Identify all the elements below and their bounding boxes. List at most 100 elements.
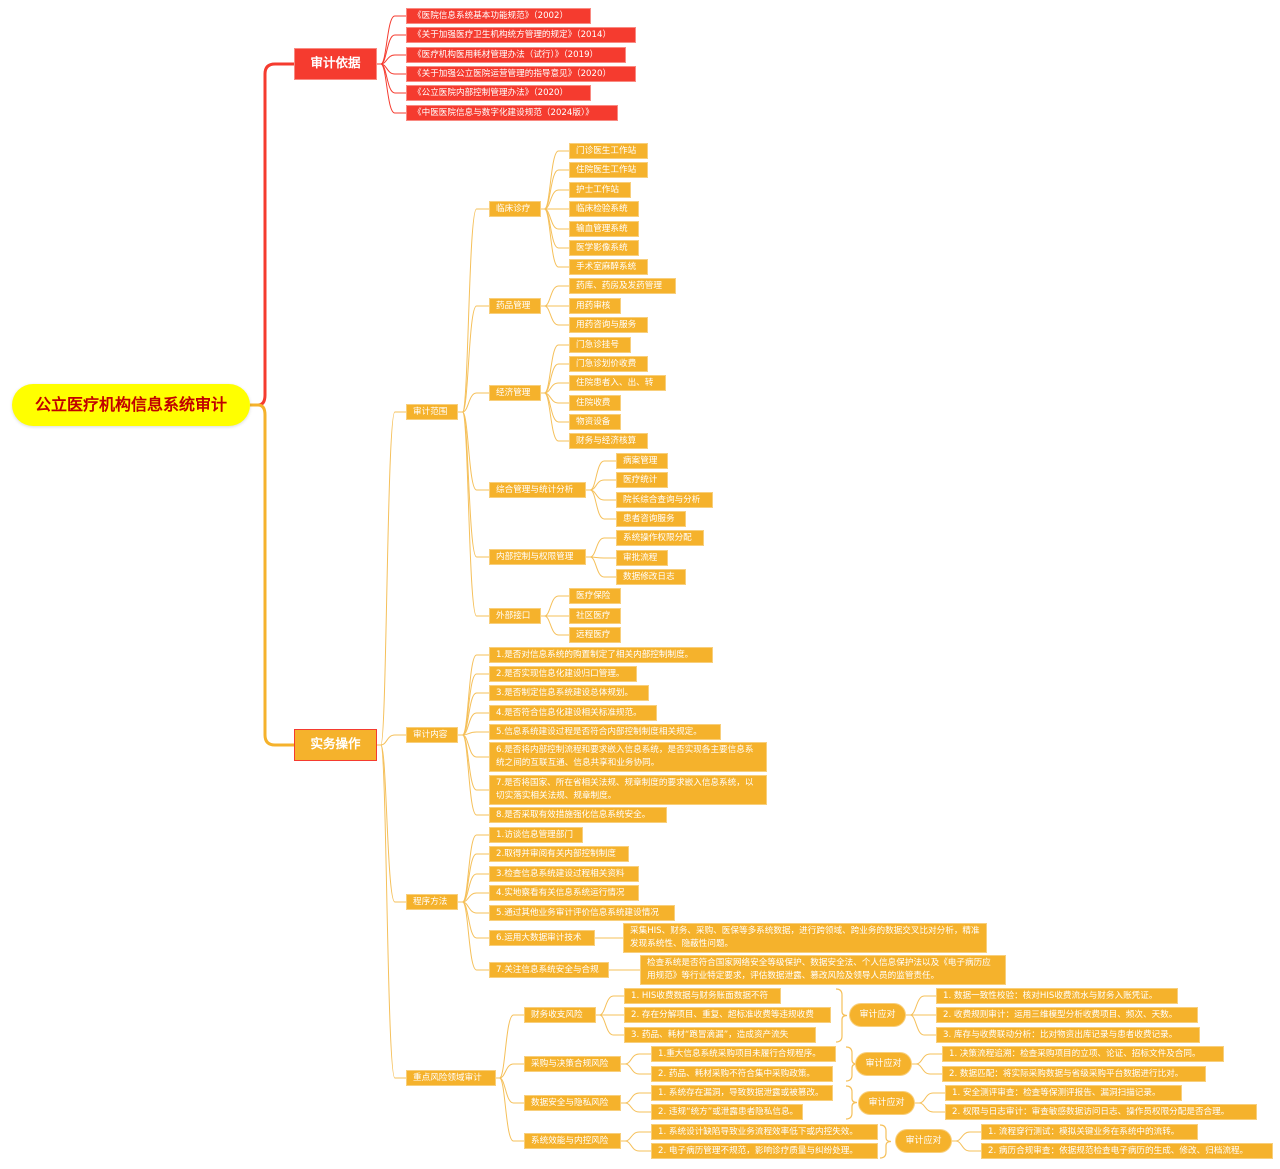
brace xyxy=(879,1124,892,1159)
scope-item[interactable]: 手术室麻醉系统 xyxy=(570,260,647,274)
response-item[interactable]: 2. 收费规则审计：运用三维模型分析收费项目、频次、天数。 xyxy=(937,1008,1197,1022)
audit-response-pill[interactable]: 审计应对 xyxy=(859,1092,914,1114)
basis-item[interactable]: 《中医医院信息与数字化建设规范（2024版）》 xyxy=(407,106,617,120)
scope-item[interactable]: 物资设备 xyxy=(570,415,620,429)
scope-item[interactable]: 门急诊挂号 xyxy=(570,338,630,352)
procedure-item[interactable]: 2.取得并审阅有关内部控制制度 xyxy=(490,847,628,861)
response-item[interactable]: 1. 数据一致性校验：核对HIS收费流水与财务入账凭证。 xyxy=(937,989,1177,1003)
scope-item[interactable]: 用药咨询与服务 xyxy=(570,318,647,332)
connector xyxy=(457,305,490,413)
basis-item[interactable]: 《医疗机构医用耗材管理办法（试行）》（2019） xyxy=(407,48,625,62)
response-item[interactable]: 2. 权限与日志审计：审查敏感数据访问日志、操作员权限分配是否合理。 xyxy=(946,1105,1256,1119)
procedure-item[interactable]: 6.运用大数据审计技术 xyxy=(490,931,594,945)
risk-item[interactable]: 3. 药品、耗材“跑冒滴漏”，造成资产流失 xyxy=(625,1028,815,1042)
branch-audit-basis[interactable]: 审计依据 xyxy=(295,49,376,79)
risk-item[interactable]: 2. 电子病历管理不规范，影响诊疗质量与纠纷处理。 xyxy=(652,1144,877,1158)
audit-response-pill[interactable]: 审计应对 xyxy=(896,1130,951,1152)
connector xyxy=(540,208,570,268)
branch-practice[interactable]: 实务操作 xyxy=(295,730,376,760)
scope-item[interactable]: 门诊医生工作站 xyxy=(570,144,647,158)
connector xyxy=(457,673,490,736)
scope-group[interactable]: 综合管理与统计分析 xyxy=(490,483,585,497)
content-item[interactable]: 2.是否实现信息化建设归口管理。 xyxy=(490,667,636,681)
procedure-item[interactable]: 3.检查信息系统建设过程相关资料 xyxy=(490,867,638,881)
scope-item[interactable]: 用药审核 xyxy=(570,299,620,313)
scope-item[interactable]: 住院收费 xyxy=(570,396,620,410)
branch-procedures[interactable]: 程序方法 xyxy=(407,895,457,909)
response-item[interactable]: 2. 数据匹配：将实际采购数据与省级采购平台数据进行比对。 xyxy=(943,1067,1205,1081)
response-item[interactable]: 3. 库存与收费联动分析：比对物资出库记录与患者收费记录。 xyxy=(937,1028,1199,1042)
connector xyxy=(595,1014,625,1036)
procedure-item[interactable]: 4.实地察看有关信息系统运行情况 xyxy=(490,886,638,900)
scope-group[interactable]: 药品管理 xyxy=(490,299,540,313)
branch-key-risks[interactable]: 重点风险领域审计 xyxy=(407,1071,495,1085)
procedure-item[interactable]: 5.通过其他业务审计评价信息系统建设情况 xyxy=(490,906,674,920)
scope-group[interactable]: 经济管理 xyxy=(490,386,540,400)
scope-item[interactable]: 住院医生工作站 xyxy=(570,163,647,177)
procedure-item[interactable]: 1.访谈信息管理部门 xyxy=(490,828,582,842)
response-item[interactable]: 1. 流程穿行测试：模拟关键业务在系统中的流转。 xyxy=(982,1125,1197,1139)
scope-item[interactable]: 门急诊划价收费 xyxy=(570,357,647,371)
procedure-item[interactable]: 7.关注信息系统安全与合规 xyxy=(490,963,608,977)
response-item[interactable]: 1. 决策流程追溯：检查采购项目的立项、论证、招标文件及合同。 xyxy=(943,1047,1223,1061)
connector xyxy=(457,834,490,903)
response-item[interactable]: 1. 安全测评审查：检查等保测评报告、漏洞扫描记录。 xyxy=(946,1086,1181,1100)
risk-item[interactable]: 1. 系统存在漏洞，导致数据泄露或被篡改。 xyxy=(652,1086,832,1100)
risk-item[interactable]: 1.重大信息系统采购项目未履行合规程序。 xyxy=(652,1047,835,1061)
scope-item[interactable]: 护士工作站 xyxy=(570,183,630,197)
scope-item[interactable]: 远程医疗 xyxy=(570,628,620,642)
connector xyxy=(540,189,570,210)
root-topic[interactable]: 公立医疗机构信息系统审计 xyxy=(12,384,250,426)
scope-item[interactable]: 院长综合查询与分析 xyxy=(617,493,712,507)
branch-audit-scope[interactable]: 审计范围 xyxy=(407,405,457,419)
scope-item[interactable]: 数据修改日志 xyxy=(617,570,685,584)
risk-item[interactable]: 1. HIS收费数据与财务账面数据不符 xyxy=(625,989,780,1003)
risk-area[interactable]: 系统效能与内控风险 xyxy=(525,1134,620,1148)
content-item[interactable]: 4.是否符合信息化建设相关标准规范。 xyxy=(490,706,656,720)
procedure-detail[interactable]: 检查系统是否符合国家网络安全等级保护、数据安全法、个人信息保护法以及《电子病历应… xyxy=(641,956,1005,984)
risk-item[interactable]: 2. 存在分解项目、重复、超标准收费等违规收费 xyxy=(625,1008,830,1022)
scope-item[interactable]: 住院患者入、出、转 xyxy=(570,376,665,390)
risk-area[interactable]: 财务收支风险 xyxy=(525,1008,595,1022)
branch-audit-content[interactable]: 审计内容 xyxy=(407,728,457,742)
connector xyxy=(250,403,295,747)
scope-item[interactable]: 病案管理 xyxy=(617,454,667,468)
response-item[interactable]: 2. 病历合规审查：依据规范检查电子病历的生成、修改、归档流程。 xyxy=(982,1144,1272,1158)
connector xyxy=(457,734,490,791)
scope-item[interactable]: 财务与经济核算 xyxy=(570,434,647,448)
audit-response-pill[interactable]: 审计应对 xyxy=(856,1053,911,1075)
connector xyxy=(457,411,490,491)
risk-area[interactable]: 采购与决策合规风险 xyxy=(525,1057,620,1071)
scope-item[interactable]: 系统操作权限分配 xyxy=(617,531,703,545)
content-item[interactable]: 6.是否将内部控制流程和要求嵌入信息系统，是否实现各主要信息系统之间的互联互通、… xyxy=(490,743,766,771)
connector xyxy=(457,901,490,939)
scope-item[interactable]: 临床检验系统 xyxy=(570,202,638,216)
content-item[interactable]: 8.是否采取有效措施强化信息系统安全。 xyxy=(490,808,666,822)
scope-item[interactable]: 医疗统计 xyxy=(617,473,667,487)
basis-item[interactable]: 《公立医院内部控制管理办法》（2020） xyxy=(407,86,590,100)
scope-group[interactable]: 外部接口 xyxy=(490,609,540,623)
content-item[interactable]: 7.是否将国家、所在省相关法规、规章制度的要求嵌入信息系统，以切实落实相关法规、… xyxy=(490,776,766,804)
basis-item[interactable]: 《关于加强公立医院运营管理的指导意见》（2020） xyxy=(407,67,635,81)
content-item[interactable]: 5.信息系统建设过程是否符合内部控制制度相关规定。 xyxy=(490,725,720,739)
brace xyxy=(845,1085,858,1120)
scope-item[interactable]: 审批流程 xyxy=(617,551,667,565)
risk-area[interactable]: 数据安全与隐私风险 xyxy=(525,1096,620,1110)
scope-item[interactable]: 输血管理系统 xyxy=(570,222,638,236)
basis-item[interactable]: 《医院信息系统基本功能规范》（2002） xyxy=(407,9,590,23)
basis-item[interactable]: 《关于加强医疗卫生机构统方管理的规定》（2014） xyxy=(407,28,635,42)
audit-response-pill[interactable]: 审计应对 xyxy=(850,1004,905,1026)
risk-item[interactable]: 1. 系统设计缺陷导致业务流程效率低下或内控失效。 xyxy=(652,1125,877,1139)
scope-item[interactable]: 医疗保险 xyxy=(570,589,620,603)
scope-group[interactable]: 临床诊疗 xyxy=(490,202,540,216)
procedure-detail[interactable]: 采集HIS、财务、采购、医保等多系统数据，进行跨领域、跨业务的数据交叉比对分析，… xyxy=(624,924,986,952)
content-item[interactable]: 3.是否制定信息系统建设总体规划。 xyxy=(490,686,648,700)
risk-item[interactable]: 2. 违规“统方”或泄露患者隐私信息。 xyxy=(652,1105,802,1119)
scope-item[interactable]: 社区医疗 xyxy=(570,609,620,623)
scope-item[interactable]: 医学影像系统 xyxy=(570,241,638,255)
scope-item[interactable]: 药库、药房及发药管理 xyxy=(570,279,675,293)
risk-item[interactable]: 2. 药品、耗材采购不符合集中采购政策。 xyxy=(652,1067,832,1081)
scope-item[interactable]: 患者咨询服务 xyxy=(617,512,685,526)
content-item[interactable]: 1.是否对信息系统的购置制定了相关内部控制制度。 xyxy=(490,648,712,662)
scope-group[interactable]: 内部控制与权限管理 xyxy=(490,550,585,564)
